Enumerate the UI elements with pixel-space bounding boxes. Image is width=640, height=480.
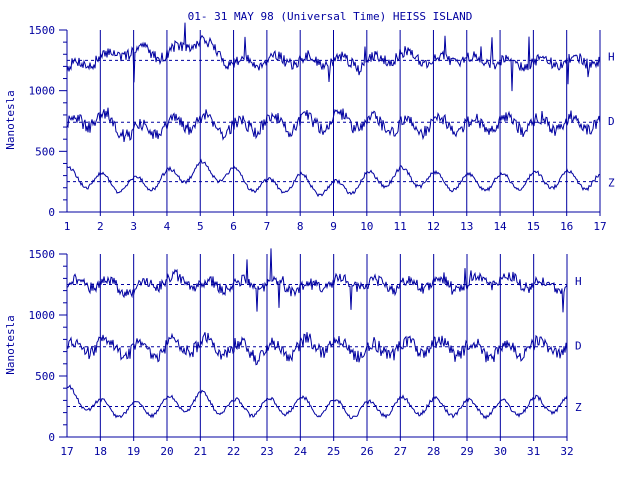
y-tick-label: 1500 (29, 24, 56, 37)
series-label-d: D (575, 340, 582, 353)
x-tick-label: 22 (227, 445, 240, 458)
x-tick-label: 9 (330, 220, 337, 233)
y-tick-label: 1000 (29, 309, 56, 322)
series-label-z: Z (608, 176, 615, 189)
y-axis-label-top: Nanotesla (4, 90, 17, 150)
x-tick-label: 21 (194, 445, 207, 458)
x-tick-label: 16 (560, 220, 573, 233)
x-tick-label: 13 (460, 220, 473, 233)
y-tick-label: 1500 (29, 248, 56, 261)
series-label-d: D (608, 115, 615, 128)
series-label-h: H (608, 51, 615, 64)
x-tick-label: 12 (427, 220, 440, 233)
x-tick-label: 31 (527, 445, 540, 458)
x-tick-label: 15 (527, 220, 540, 233)
x-tick-label: 23 (260, 445, 273, 458)
x-tick-label: 4 (164, 220, 171, 233)
x-tick-label: 7 (264, 220, 271, 233)
x-tick-label: 8 (297, 220, 304, 233)
y-axis-label-bottom: Nanotesla (4, 315, 17, 375)
x-tick-label: 28 (427, 445, 440, 458)
y-tick-label: 500 (35, 145, 55, 158)
series-line-d (66, 107, 601, 142)
chart-title: 01- 31 MAY 98 (Universal Time) HEISS ISL… (188, 10, 473, 23)
x-tick-label: 17 (593, 220, 606, 233)
x-tick-label: 6 (230, 220, 237, 233)
y-tick-label: 1000 (29, 85, 56, 98)
x-tick-label: 19 (127, 445, 140, 458)
series-label-h: H (575, 275, 582, 288)
series-line-d (66, 332, 568, 366)
x-tick-label: 5 (197, 220, 204, 233)
x-tick-label: 17 (60, 445, 73, 458)
x-tick-label: 14 (493, 220, 507, 233)
x-tick-label: 11 (394, 220, 407, 233)
x-tick-label: 25 (327, 445, 340, 458)
y-tick-label: 0 (48, 206, 55, 219)
x-tick-label: 27 (394, 445, 407, 458)
x-tick-label: 26 (360, 445, 373, 458)
y-tick-label: 500 (35, 370, 55, 383)
x-tick-label: 29 (460, 445, 473, 458)
x-tick-label: 1 (64, 220, 71, 233)
series-line-h (66, 22, 601, 92)
series-line-z (66, 384, 568, 420)
x-tick-label: 18 (94, 445, 107, 458)
x-tick-label: 2 (97, 220, 104, 233)
y-tick-label: 0 (48, 431, 55, 444)
x-tick-label: 20 (160, 445, 173, 458)
x-tick-label: 32 (560, 445, 573, 458)
series-line-z (66, 158, 601, 198)
series-label-z: Z (575, 401, 582, 414)
x-tick-label: 30 (494, 445, 507, 458)
chart-panel-bottom: 0 500 1000 1500 17 18 19 20 21 22 23 24 25 26 27 28 29 30… (29, 248, 583, 458)
x-tick-label: 10 (360, 220, 373, 233)
series-line-h (66, 248, 568, 313)
x-tick-label: 24 (294, 445, 308, 458)
x-tick-label: 3 (130, 220, 137, 233)
